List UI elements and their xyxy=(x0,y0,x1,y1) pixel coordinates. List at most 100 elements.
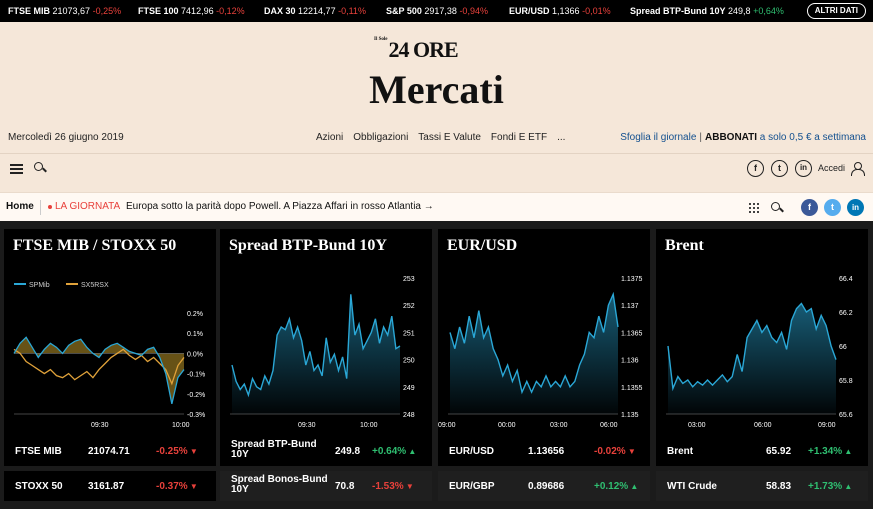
quote-value: 21074.71 xyxy=(88,446,130,457)
abbonati-link[interactable]: ABBONATI a solo 0,5 € a settimana xyxy=(705,132,866,143)
grid-icon[interactable] xyxy=(748,202,759,213)
series-area xyxy=(14,337,184,404)
ticker-name: EUR/USD xyxy=(509,6,550,16)
ticker-name: FTSE 100 xyxy=(138,6,179,16)
share-facebook-icon[interactable]: f xyxy=(801,199,818,216)
breadcrumb-home[interactable]: Home xyxy=(6,201,34,212)
ticker-value: 249,8 xyxy=(728,6,751,16)
sfoglia-link[interactable]: Sfoglia il giornale xyxy=(620,132,697,143)
quote-row[interactable]: Brent 65.92 +1.34% xyxy=(656,436,868,466)
ticker-item[interactable]: DAX 30 12214,77 -0,11% xyxy=(264,6,366,16)
legend-label: SX5RSX xyxy=(81,282,109,289)
series-area xyxy=(668,303,836,414)
quote-change: -1.53% xyxy=(372,481,414,492)
user-icon[interactable] xyxy=(851,162,865,176)
ticker-name: DAX 30 xyxy=(264,6,296,16)
series-area xyxy=(232,294,400,414)
hamburger-menu-icon[interactable] xyxy=(10,164,23,174)
y-tick-label: 1.136 xyxy=(621,358,639,365)
market-panel[interactable]: 253 252 251 250 249 248 09:30 10:00 Spread BTP-B… xyxy=(220,229,432,463)
headline-link[interactable]: Europa sotto la parità dopo Powell. A Pi… xyxy=(126,201,434,212)
quote-value: 3161.87 xyxy=(88,481,125,492)
market-panel[interactable]: 66.4 66.2 66 65.8 65.6 03:00 06:00 09:00 Brent xyxy=(656,229,868,463)
ticker-value: 2917,38 xyxy=(424,6,457,16)
nav-item-more[interactable]: ... xyxy=(557,132,566,143)
page-title: Mercati xyxy=(369,67,504,112)
quote-change: -0.25% xyxy=(156,446,198,457)
y-tick-label: 0.0% xyxy=(187,351,203,358)
y-tick-label: 66.4 xyxy=(839,276,853,283)
current-date: Mercoledì 26 giugno 2019 xyxy=(8,132,124,143)
quote-row[interactable]: STOXX 50 3161.87 -0.37% xyxy=(4,471,216,501)
quote-change: +0.64% xyxy=(372,446,416,457)
x-tick-label: 09:00 xyxy=(438,422,456,429)
y-tick-label: 66 xyxy=(839,344,847,351)
quote-name: FTSE MIB xyxy=(15,446,62,457)
x-tick-label: 06:00 xyxy=(600,422,618,429)
quote-row[interactable]: Spread Bonos-Bund 10Y 70.8 -1.53% xyxy=(220,471,432,501)
ticker-item[interactable]: S&P 500 2917,38 -0,94% xyxy=(386,6,488,16)
ticker-item[interactable]: FTSE 100 7412,96 -0,12% xyxy=(138,6,245,16)
nav-item-azioni[interactable]: Azioni xyxy=(316,132,344,143)
login-link[interactable]: Accedi xyxy=(817,163,845,173)
y-tick-label: 1.135 xyxy=(621,412,639,419)
live-dot-icon xyxy=(48,205,52,209)
market-ticker: FTSE MIB 21073,67 -0,25% FTSE 100 7412,96… xyxy=(0,0,873,22)
quote-change: +1.34% xyxy=(808,446,852,457)
y-tick-label: -0.2% xyxy=(187,392,205,399)
series-area xyxy=(450,294,618,414)
la-giornata-tag[interactable]: LA GIORNATA xyxy=(55,201,121,212)
search-icon[interactable] xyxy=(34,162,46,174)
y-tick-label: -0.3% xyxy=(187,412,205,419)
quote-change: -0.37% xyxy=(156,481,198,492)
nav-item-obbligazioni[interactable]: Obbligazioni xyxy=(353,132,409,143)
panel-chart: 0.2% 0.1% 0.0% -0.1% -0.2% -0.3% 09:30 10:00 SPM… xyxy=(13,282,205,429)
quote-value: 65.92 xyxy=(766,446,792,457)
y-tick-label: 250 xyxy=(403,358,415,365)
share-twitter-icon[interactable]: t xyxy=(824,199,841,216)
y-tick-label: 1.1375 xyxy=(621,276,643,283)
nav-item-fondi-etf[interactable]: Fondi E ETF xyxy=(490,132,548,143)
altri-dati-button[interactable]: ALTRI DATI xyxy=(806,3,866,19)
nav-item-tassi-valute[interactable]: Tassi E Valute xyxy=(418,132,481,143)
quote-value: 70.8 xyxy=(335,481,355,492)
y-tick-label: 65.6 xyxy=(839,412,853,419)
y-tick-label: 251 xyxy=(403,330,415,337)
y-tick-label: 248 xyxy=(403,412,415,419)
ticker-item[interactable]: EUR/USD 1,1366 -0,01% xyxy=(509,6,611,16)
quote-name: STOXX 50 xyxy=(15,481,63,492)
quote-name: Brent xyxy=(667,446,694,457)
ticker-change: -0,25% xyxy=(92,6,122,16)
x-tick-label: 06:00 xyxy=(754,422,772,429)
ticker-change: -0,11% xyxy=(338,6,366,16)
quote-row[interactable]: EUR/GBP 0.89686 +0.12% xyxy=(438,471,650,501)
y-tick-label: 0.2% xyxy=(187,311,203,318)
x-tick-label: 09:30 xyxy=(91,422,109,429)
ticker-value: 1,1366 xyxy=(552,6,580,16)
site-logo[interactable]: Il Sole24 ORE xyxy=(374,37,459,63)
market-panel[interactable]: 1.1375 1.137 1.1365 1.136 1.1355 1.135 00:00 03… xyxy=(438,229,650,463)
series-line xyxy=(231,294,401,398)
share-linkedin-icon[interactable]: in xyxy=(847,199,864,216)
twitter-icon[interactable]: t xyxy=(771,160,788,177)
quote-value: 1.13656 xyxy=(528,446,565,457)
ticker-name: FTSE MIB xyxy=(8,6,50,16)
facebook-icon[interactable]: f xyxy=(747,160,764,177)
quote-row[interactable]: WTI Crude 58.83 +1.73% xyxy=(656,471,868,501)
series-line xyxy=(667,302,837,392)
quote-row[interactable]: FTSE MIB 21074.71 -0.25% xyxy=(4,436,216,466)
market-panel[interactable]: 0.2% 0.1% 0.0% -0.1% -0.2% -0.3% 09:30 10:00 SPM… xyxy=(4,229,216,463)
breadcrumb-search-icon[interactable] xyxy=(771,202,783,214)
linkedin-icon[interactable]: in xyxy=(795,160,812,177)
quote-row[interactable]: Spread BTP-Bund 10Y 249.8 +0.64% xyxy=(220,436,432,466)
y-tick-label: -0.1% xyxy=(187,372,205,379)
toolbar: f t in Accedi xyxy=(0,153,873,184)
series-line-sx5rsx xyxy=(13,348,185,386)
ticker-item[interactable]: FTSE MIB 21073,67 -0,25% xyxy=(8,6,121,16)
quote-name: EUR/USD xyxy=(449,446,495,457)
y-tick-label: 0.1% xyxy=(187,331,203,338)
ticker-item[interactable]: Spread BTP-Bund 10Y 249,8 +0,64% xyxy=(630,6,784,16)
header-spacer xyxy=(0,184,873,192)
quote-change: +0.12% xyxy=(594,481,638,492)
quote-row[interactable]: EUR/USD 1.13656 -0.02% xyxy=(438,436,650,466)
